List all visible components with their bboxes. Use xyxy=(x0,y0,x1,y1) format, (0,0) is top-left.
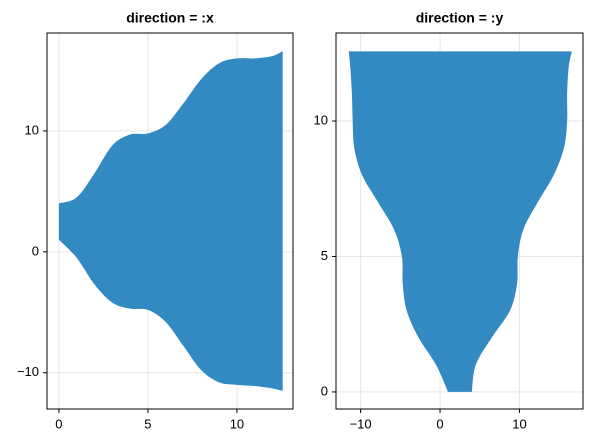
x-tick-label: 10 xyxy=(512,416,526,431)
y-tick-label: 10 xyxy=(25,122,39,137)
x-tick-label: −10 xyxy=(350,416,372,431)
y-tick-label: 10 xyxy=(314,112,328,127)
x-tick-label: 0 xyxy=(436,416,443,431)
band xyxy=(58,51,283,391)
band xyxy=(348,51,572,392)
y-tick-label: 5 xyxy=(321,248,328,263)
y-tick-label: −10 xyxy=(17,364,39,379)
plot-frame xyxy=(46,32,294,410)
y-tick-label: 0 xyxy=(32,243,39,258)
x-tick-label: 5 xyxy=(144,416,151,431)
x-tick-label: 0 xyxy=(55,416,62,431)
y-tick-label: 0 xyxy=(321,383,328,398)
plot-frame xyxy=(335,32,584,410)
chart-title: direction = :y xyxy=(416,10,504,26)
chart-title: direction = :x xyxy=(126,10,214,26)
x-tick-label: 10 xyxy=(230,416,244,431)
